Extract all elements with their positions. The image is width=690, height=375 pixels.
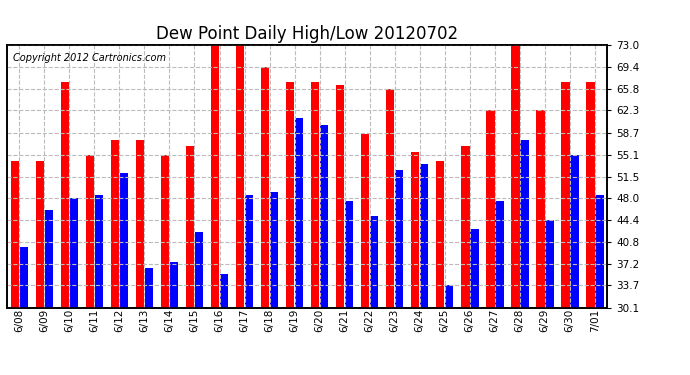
Bar [70, 198, 78, 375]
Bar [470, 229, 478, 375]
Bar [186, 146, 195, 375]
Bar [10, 161, 19, 375]
Title: Dew Point Daily High/Low 20120702: Dew Point Daily High/Low 20120702 [156, 26, 458, 44]
Bar [270, 192, 278, 375]
Bar [370, 216, 378, 375]
Bar [395, 170, 404, 375]
Bar [210, 45, 219, 375]
Text: Copyright 2012 Cartronics.com: Copyright 2012 Cartronics.com [13, 53, 166, 63]
Bar [110, 140, 119, 375]
Bar [386, 89, 395, 375]
Bar [236, 45, 244, 375]
Bar [545, 220, 553, 375]
Bar [245, 195, 253, 375]
Bar [445, 285, 453, 375]
Bar [536, 111, 544, 375]
Bar [219, 274, 228, 375]
Bar [319, 124, 328, 375]
Bar [436, 161, 444, 375]
Bar [361, 134, 369, 375]
Bar [286, 82, 295, 375]
Bar [145, 268, 153, 375]
Bar [411, 152, 420, 375]
Bar [336, 85, 344, 375]
Bar [170, 262, 178, 375]
Bar [119, 174, 128, 375]
Bar [486, 111, 495, 375]
Bar [420, 164, 428, 375]
Bar [586, 82, 595, 375]
Bar [570, 155, 578, 375]
Bar [95, 195, 103, 375]
Bar [520, 140, 529, 375]
Bar [461, 146, 469, 375]
Bar [345, 201, 353, 375]
Bar [61, 82, 69, 375]
Bar [310, 82, 319, 375]
Bar [295, 118, 304, 375]
Bar [561, 82, 569, 375]
Bar [495, 201, 504, 375]
Bar [595, 195, 604, 375]
Bar [195, 232, 204, 375]
Bar [511, 45, 520, 375]
Bar [86, 155, 95, 375]
Bar [36, 161, 44, 375]
Bar [45, 210, 53, 375]
Bar [19, 247, 28, 375]
Bar [161, 155, 169, 375]
Bar [136, 140, 144, 375]
Bar [261, 67, 269, 375]
